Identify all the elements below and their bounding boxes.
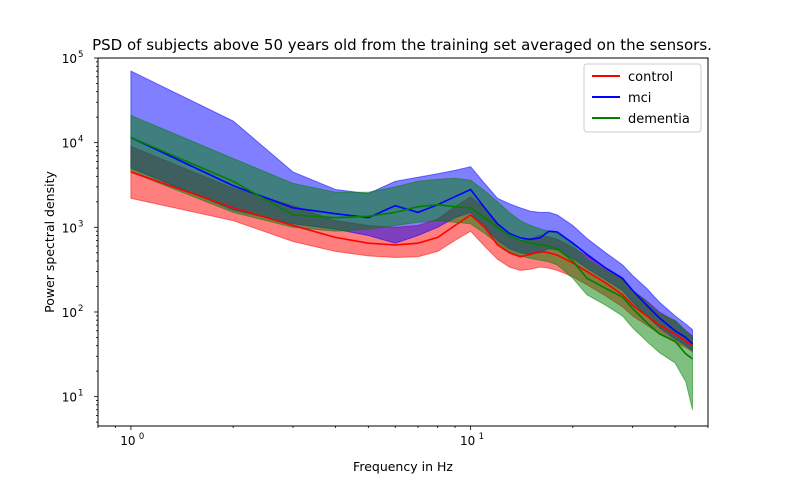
dementia-line [130, 136, 693, 360]
y-tick-label: 10 [62, 391, 77, 405]
series-lines [130, 136, 694, 360]
control-line [130, 171, 693, 347]
y-tick-label: 10 [62, 306, 77, 320]
y-tick-label: 10 [62, 52, 77, 66]
legend-label-mci: mci [628, 91, 651, 106]
y-tick-exponent: 1 [78, 389, 83, 399]
legend-label-control: control [628, 70, 673, 85]
y-tick-exponent: 3 [78, 219, 83, 229]
y-tick-exponent: 5 [78, 50, 83, 60]
chart-title: PSD of subjects above 50 years old from … [92, 36, 712, 54]
y-tick-label: 10 [62, 221, 77, 235]
legend-box [583, 63, 702, 133]
y-axis-label: Power spectral density [42, 171, 57, 313]
y-tick-label: 10 [62, 137, 77, 151]
y-tick-exponent: 2 [78, 304, 83, 314]
x-tick-label: 10 [460, 434, 475, 448]
legend: control mci dementia [583, 63, 702, 133]
legend-label-dementia: dementia [628, 112, 690, 127]
x-tick-exponent: 1 [479, 432, 484, 442]
mci-line [130, 136, 694, 345]
plot-frame [97, 57, 709, 427]
y-tick-exponent: 4 [78, 135, 83, 145]
x-tick-label: 10 [120, 434, 135, 448]
x-axis-label: Frequency in Hz [353, 459, 453, 474]
x-axis-ticks: 10 0 10 1 [97, 426, 709, 448]
x-tick-exponent: 0 [139, 432, 144, 442]
